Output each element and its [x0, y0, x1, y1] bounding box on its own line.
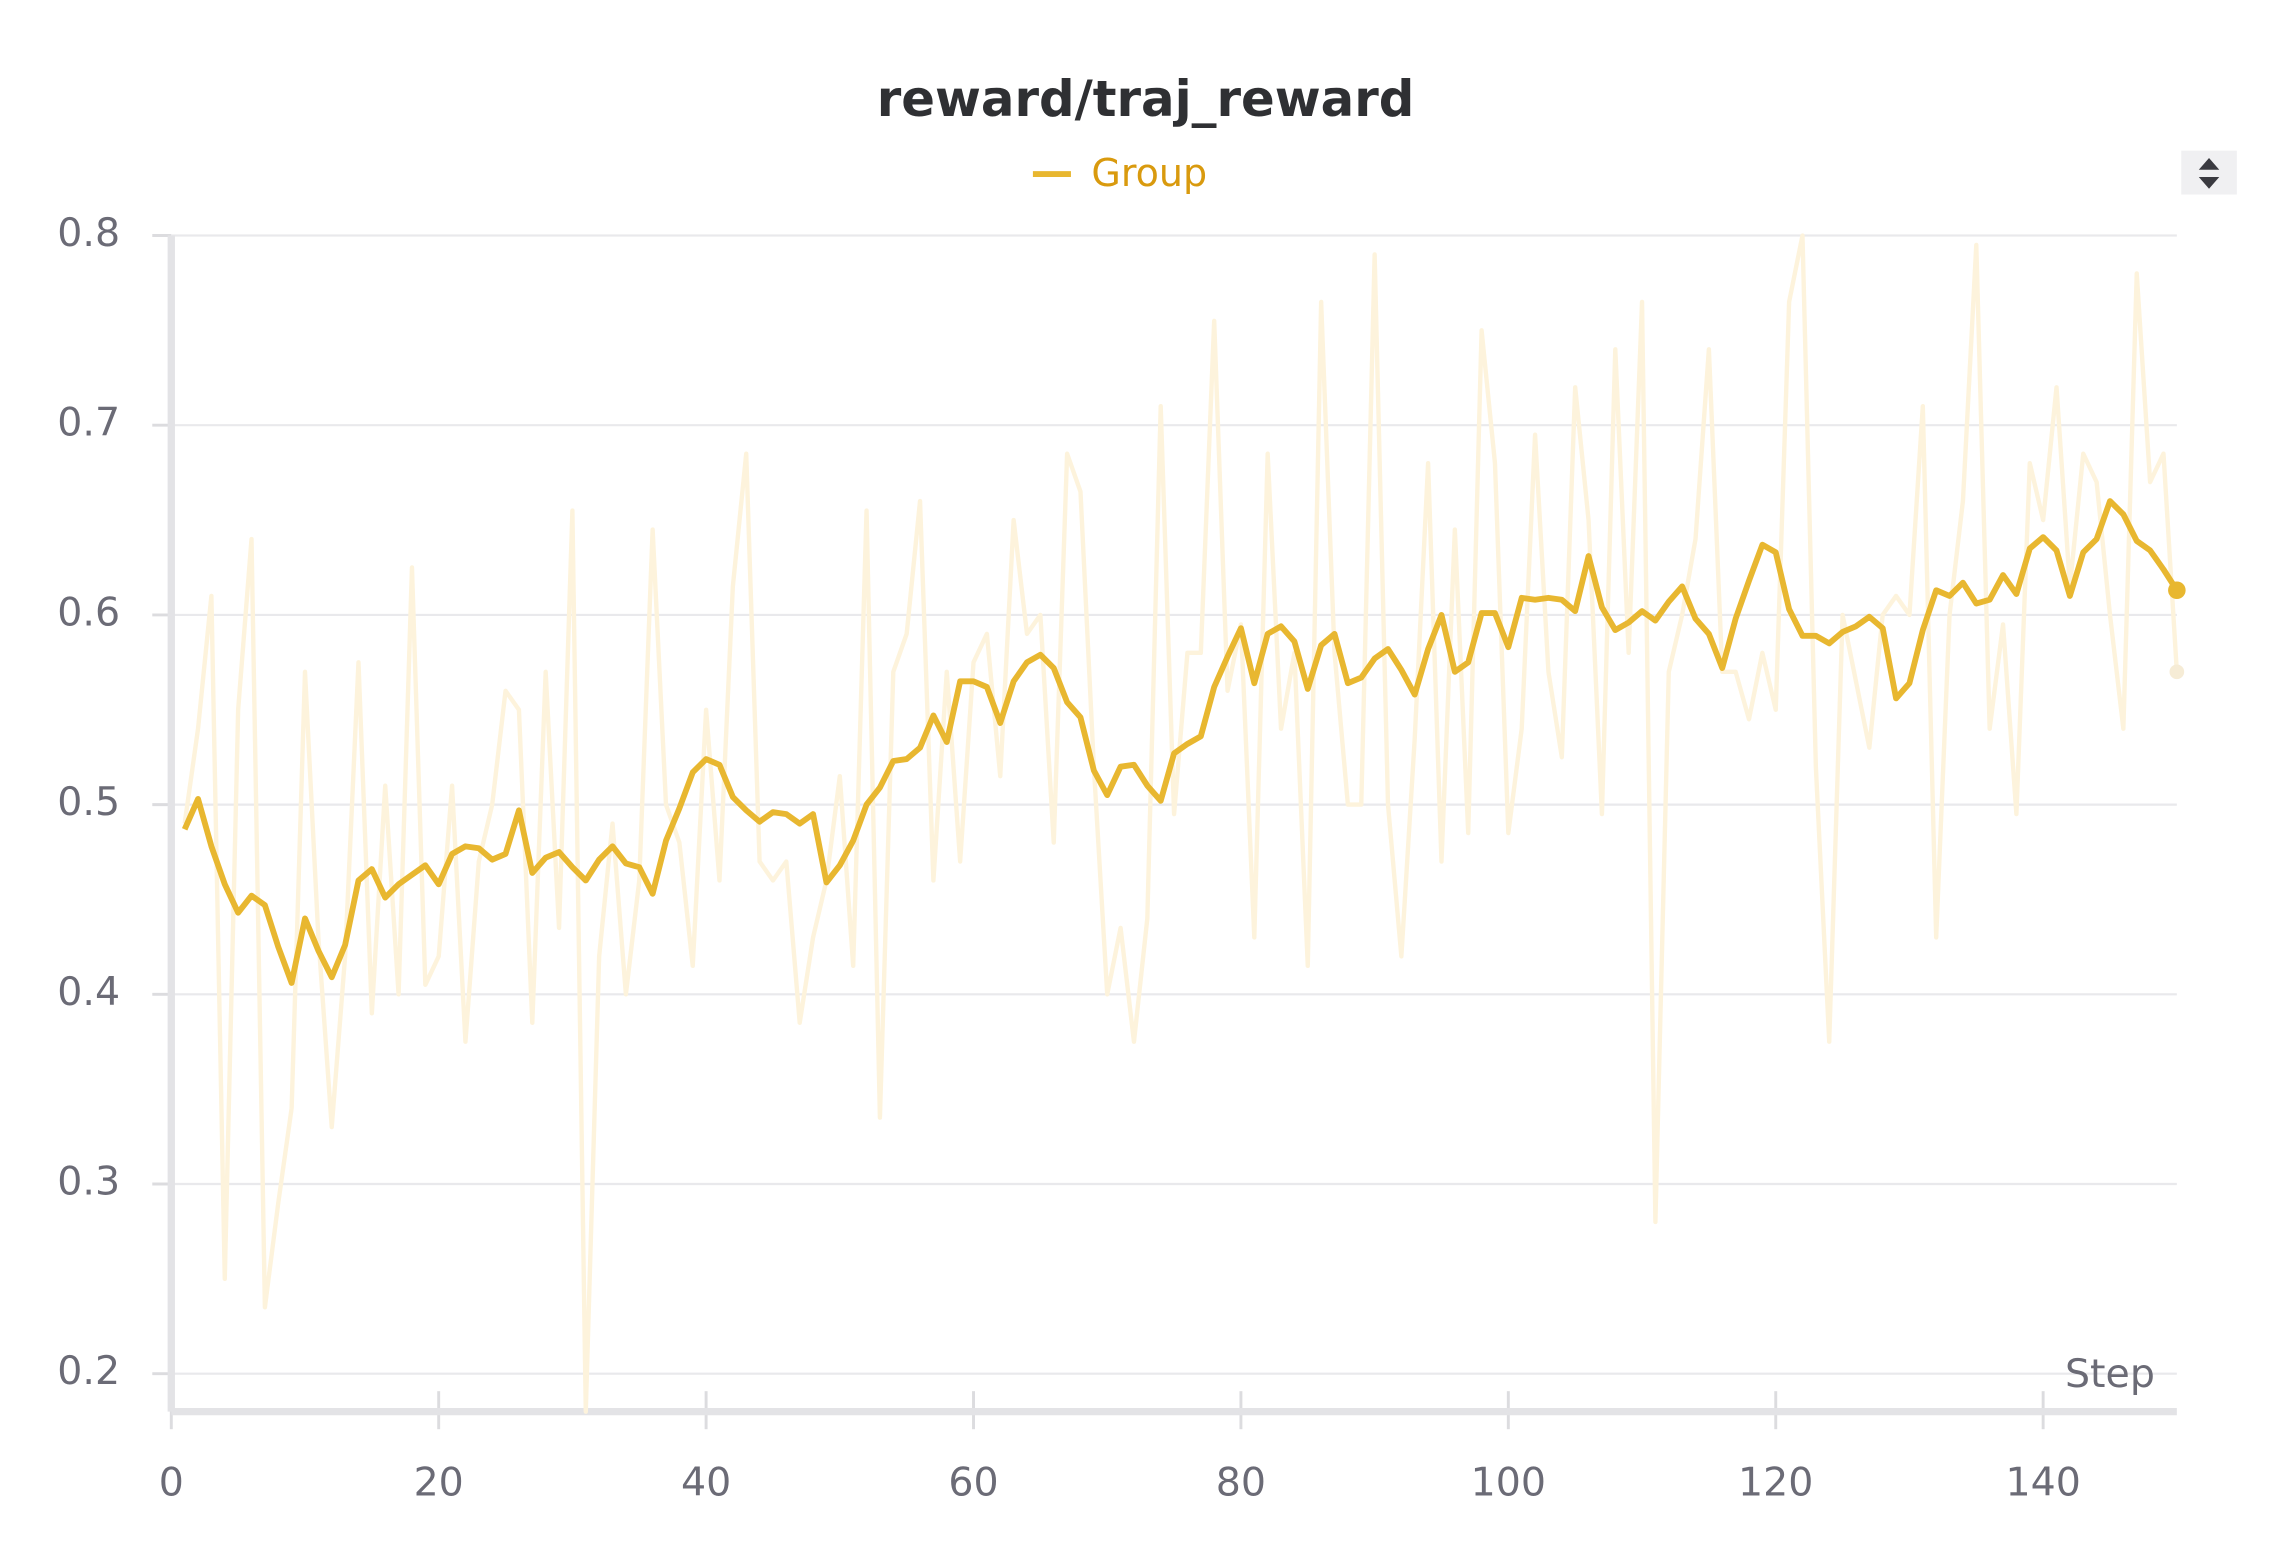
scale-toggle[interactable]	[2181, 150, 2237, 195]
x-tick-label: 20	[414, 1459, 464, 1505]
x-tick-label: 0	[159, 1459, 184, 1505]
y-tick-label: 0.4	[57, 969, 120, 1015]
y-tick-label: 0.6	[57, 589, 120, 635]
y-tick-label: 0.3	[57, 1159, 120, 1205]
toggle-icon[interactable]	[2198, 157, 2220, 189]
x-tick-label: 40	[681, 1459, 731, 1505]
y-tick-label: 0.7	[57, 400, 120, 446]
x-tick-label: 60	[948, 1459, 998, 1505]
y-tick-label: 0.5	[57, 779, 120, 825]
chart-title: reward/traj_reward	[877, 70, 1415, 128]
x-tick-label: 140	[2005, 1459, 2080, 1505]
y-tick-label: 0.8	[57, 210, 120, 256]
smoothed-line	[181, 498, 2180, 986]
x-tick-label: 120	[1738, 1459, 1813, 1505]
raw-line	[182, 233, 2180, 1414]
legend-label: Group	[1091, 151, 1207, 195]
end-dot	[2169, 664, 2185, 680]
y-tick-label: 0.2	[57, 1348, 120, 1394]
end-dot	[2168, 581, 2186, 600]
x-axis-label: Step	[2065, 1351, 2155, 1397]
x-tick-label: 80	[1216, 1459, 1266, 1505]
x-tick-label: 100	[1471, 1459, 1546, 1505]
